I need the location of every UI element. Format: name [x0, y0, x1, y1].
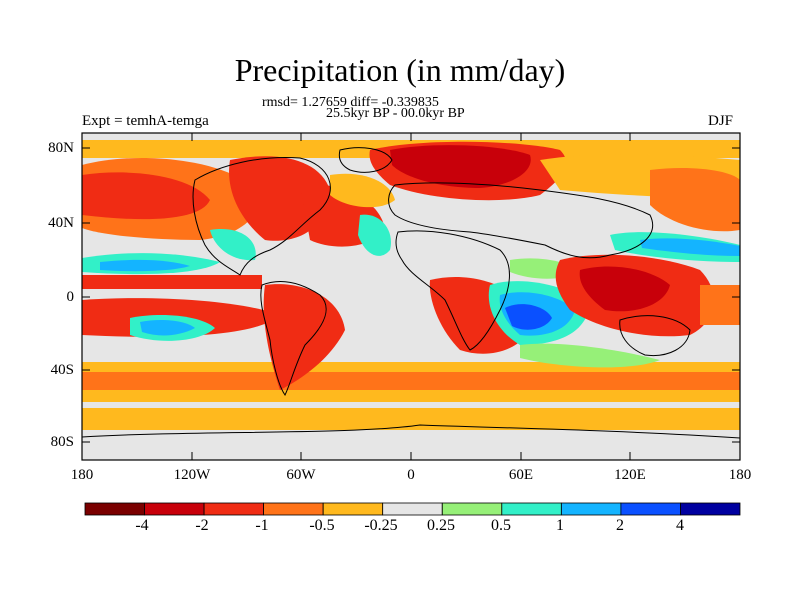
- north-america-anomaly: [229, 156, 330, 241]
- south-indian-wet: [520, 343, 660, 368]
- colorbar-label: -0.25: [364, 517, 398, 534]
- lat-tick-label: 80N: [48, 140, 74, 156]
- eurasia-core: [390, 145, 531, 188]
- greenland-coast: [338, 147, 393, 173]
- lon-tick-label: 120E: [614, 467, 646, 483]
- lat-tick-label: 40S: [50, 362, 74, 378]
- colorbar-swatch: [144, 502, 205, 516]
- colorbar-label: -2: [195, 517, 209, 534]
- colorbar-swatch: [203, 502, 265, 516]
- colorbar-label: -1: [255, 517, 269, 534]
- colorbar-swatch: [680, 502, 741, 516]
- lon-tick-label: 60E: [508, 467, 534, 483]
- colorbar-label: 2: [616, 517, 624, 534]
- colorbar-swatch: [561, 502, 622, 516]
- colorbar-swatch: [382, 502, 443, 516]
- maritime-continent-core: [579, 266, 670, 312]
- tropical-pacific-wet-core: [100, 259, 190, 272]
- colorbar-swatch: [263, 502, 324, 516]
- eurasia-coast: [388, 182, 653, 259]
- map-field: [82, 133, 740, 460]
- colorbar: [84, 502, 741, 516]
- north-atlantic-light: [330, 173, 395, 208]
- lat-tick-label: 80S: [50, 434, 74, 450]
- axis-ticks: [82, 133, 740, 460]
- australia-coast: [619, 315, 691, 357]
- colorbar-swatch: [441, 502, 503, 516]
- stats-text: rmsd= 1.27659 diff= -0.339835: [262, 95, 439, 110]
- period-text: 25.5kyr BP - 00.0kyr BP: [326, 106, 465, 121]
- colorbar-label: -0.5: [309, 517, 335, 534]
- lon-tick-label: 0: [407, 467, 415, 483]
- experiment-label: Expt = temhA-temga: [82, 113, 209, 129]
- south-west-pacific-anomaly: [700, 285, 740, 325]
- north-america-coast: [192, 156, 331, 276]
- colorbar-label: 0.5: [491, 517, 511, 534]
- lon-tick-label: 180: [70, 467, 94, 483]
- gulf-wet: [210, 229, 256, 261]
- south-america-anomaly: [263, 284, 345, 390]
- antarctic-band: [82, 408, 740, 430]
- colorbar-swatch: [501, 502, 562, 516]
- colorbar-label: 4: [676, 517, 684, 534]
- indian-ocean-wet-core: [505, 304, 552, 330]
- colorbar-swatch: [84, 502, 145, 516]
- north-west-pacific-anomaly: [650, 168, 740, 232]
- colorbar-swatch: [322, 502, 384, 516]
- south-pacific-wet-core: [140, 320, 195, 336]
- lat-tick-label: 0: [66, 289, 75, 305]
- west-pacific-wet-core: [640, 238, 740, 256]
- colorbar-label: 0.25: [427, 517, 455, 534]
- atlantic-wet: [358, 214, 391, 256]
- colorbar-label: 1: [556, 517, 564, 534]
- colorbar-label: -4: [135, 517, 149, 534]
- lon-tick-label: 120W: [173, 467, 211, 483]
- tropical-pacific-north: [82, 275, 262, 289]
- lon-tick-label: 60W: [286, 467, 316, 483]
- north-pacific-core: [82, 172, 210, 220]
- map-title: Precipitation (in mm/day): [234, 52, 566, 88]
- africa-coast: [395, 230, 510, 351]
- season-label: DJF: [708, 113, 734, 129]
- lat-tick-label: 40N: [48, 215, 74, 231]
- colorbar-swatch: [620, 502, 681, 516]
- coastlines: [81, 147, 741, 439]
- lon-tick-label: 180: [728, 467, 752, 483]
- southern-ocean-band-core: [82, 372, 740, 390]
- south-america-coast: [260, 281, 327, 396]
- antarctica-coast: [81, 424, 741, 439]
